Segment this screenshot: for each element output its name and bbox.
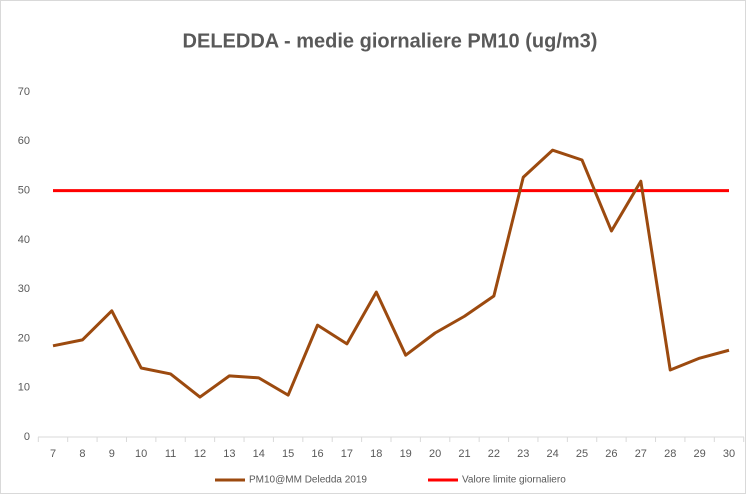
x-tick-label: 28 (664, 448, 676, 460)
x-tick-label: 9 (109, 448, 115, 460)
x-tick-label: 16 (311, 448, 323, 460)
x-tick-label: 21 (458, 448, 470, 460)
x-tick-label: 14 (253, 448, 265, 460)
y-tick-label: 30 (18, 283, 30, 295)
x-tick-label: 8 (79, 448, 85, 460)
x-tick-label: 13 (223, 448, 235, 460)
x-tick-label: 7 (50, 448, 56, 460)
x-tick-label: 22 (488, 448, 500, 460)
y-tick-label: 10 (18, 382, 30, 394)
x-tick-label: 30 (723, 448, 735, 460)
y-tick-label: 60 (18, 135, 30, 147)
y-tick-label: 20 (18, 332, 30, 344)
x-tick-label: 17 (341, 448, 353, 460)
x-tick-label: 11 (165, 448, 176, 460)
x-tick-label: 18 (370, 448, 382, 460)
x-tick-label: 24 (547, 448, 559, 460)
series-line (52, 148, 730, 399)
x-tick-label: 29 (693, 448, 705, 460)
legend-label: Valore limite giornaliero (462, 475, 566, 486)
chart-title: DELEDDA - medie giornaliere PM10 (ug/m3) (183, 30, 598, 52)
x-tick-label: 12 (194, 448, 206, 460)
x-tick-label: 15 (282, 448, 294, 460)
x-tick-label: 10 (135, 448, 147, 460)
y-tick-label: 50 (18, 184, 30, 196)
x-tick-label: 27 (635, 448, 647, 460)
x-tick-label: 26 (605, 448, 617, 460)
x-tick-label: 19 (400, 448, 412, 460)
legend-label: PM10@MM Deledda 2019 (249, 475, 367, 486)
x-tick-label: 25 (576, 448, 588, 460)
y-tick-label: 70 (18, 86, 30, 98)
x-tick-label: 20 (429, 448, 441, 460)
y-tick-label: 40 (18, 234, 30, 246)
x-tick-label: 23 (517, 448, 529, 460)
y-tick-label: 0 (24, 431, 30, 443)
